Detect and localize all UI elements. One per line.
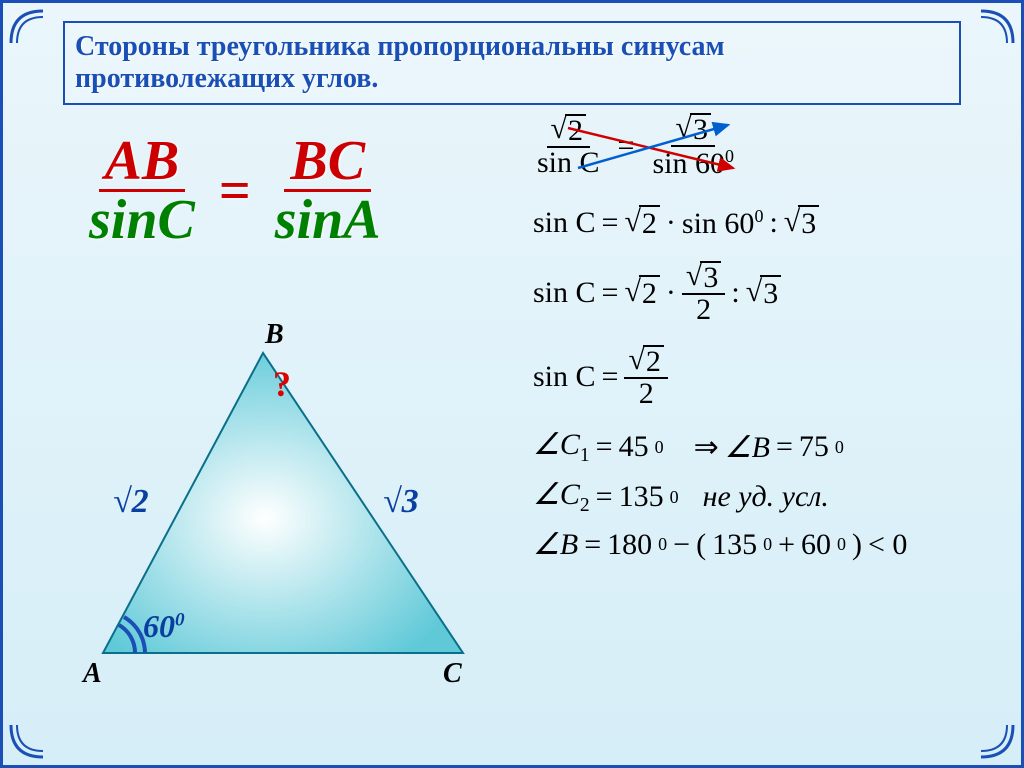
step4: sin C= √2 2 bbox=[533, 345, 991, 409]
ratio-den-sinc: sinC bbox=[83, 192, 201, 248]
triangle-diagram: B A C ? √2 √3 600 bbox=[63, 313, 503, 703]
side-ab-label: √2 bbox=[113, 483, 149, 521]
ratio-num-bc: BC bbox=[284, 133, 371, 192]
corner-ornament-bl bbox=[9, 723, 45, 759]
step1-proportion: √2 sin C = √3 sin 600 bbox=[533, 113, 991, 179]
step5-c1: ∠C1 =450 ⇒ ∠B=750 bbox=[533, 427, 991, 467]
vertex-a: A bbox=[83, 658, 102, 690]
step6-final: ∠B = 1800 − (1350 +600) < 0 bbox=[533, 527, 991, 562]
step2: sin C= √2 · sin 600 : √3 bbox=[533, 205, 991, 241]
corner-ornament-br bbox=[979, 723, 1015, 759]
angle-b-unknown: ? bbox=[273, 363, 291, 405]
law-of-sines-formula: AB sinC = BC sinA bbox=[83, 133, 387, 248]
corner-ornament-tr bbox=[979, 9, 1015, 45]
side-bc-label: √3 bbox=[383, 483, 419, 521]
slide-frame: Стороны треугольника пропорциональны син… bbox=[0, 0, 1024, 768]
step5-c2: ∠C2 =1350 не уд. усл. bbox=[533, 477, 991, 517]
ratio-num-ab: AB bbox=[99, 133, 186, 192]
ratio-den-sina: sinA bbox=[269, 192, 387, 248]
vertex-c: C bbox=[443, 658, 462, 690]
step3: sin C= √2 · √3 2 : √3 bbox=[533, 261, 991, 325]
condition-note: не уд. усл. bbox=[703, 480, 829, 514]
equals-sign: = bbox=[219, 159, 251, 223]
angle-a-label: 600 bbox=[143, 608, 185, 645]
calculation-steps: √2 sin C = √3 sin 600 sin C= √2 · sin 60… bbox=[533, 103, 991, 572]
vertex-b: B bbox=[265, 319, 284, 351]
theorem-title: Стороны треугольника пропорциональны син… bbox=[63, 21, 961, 105]
corner-ornament-tl bbox=[9, 9, 45, 45]
